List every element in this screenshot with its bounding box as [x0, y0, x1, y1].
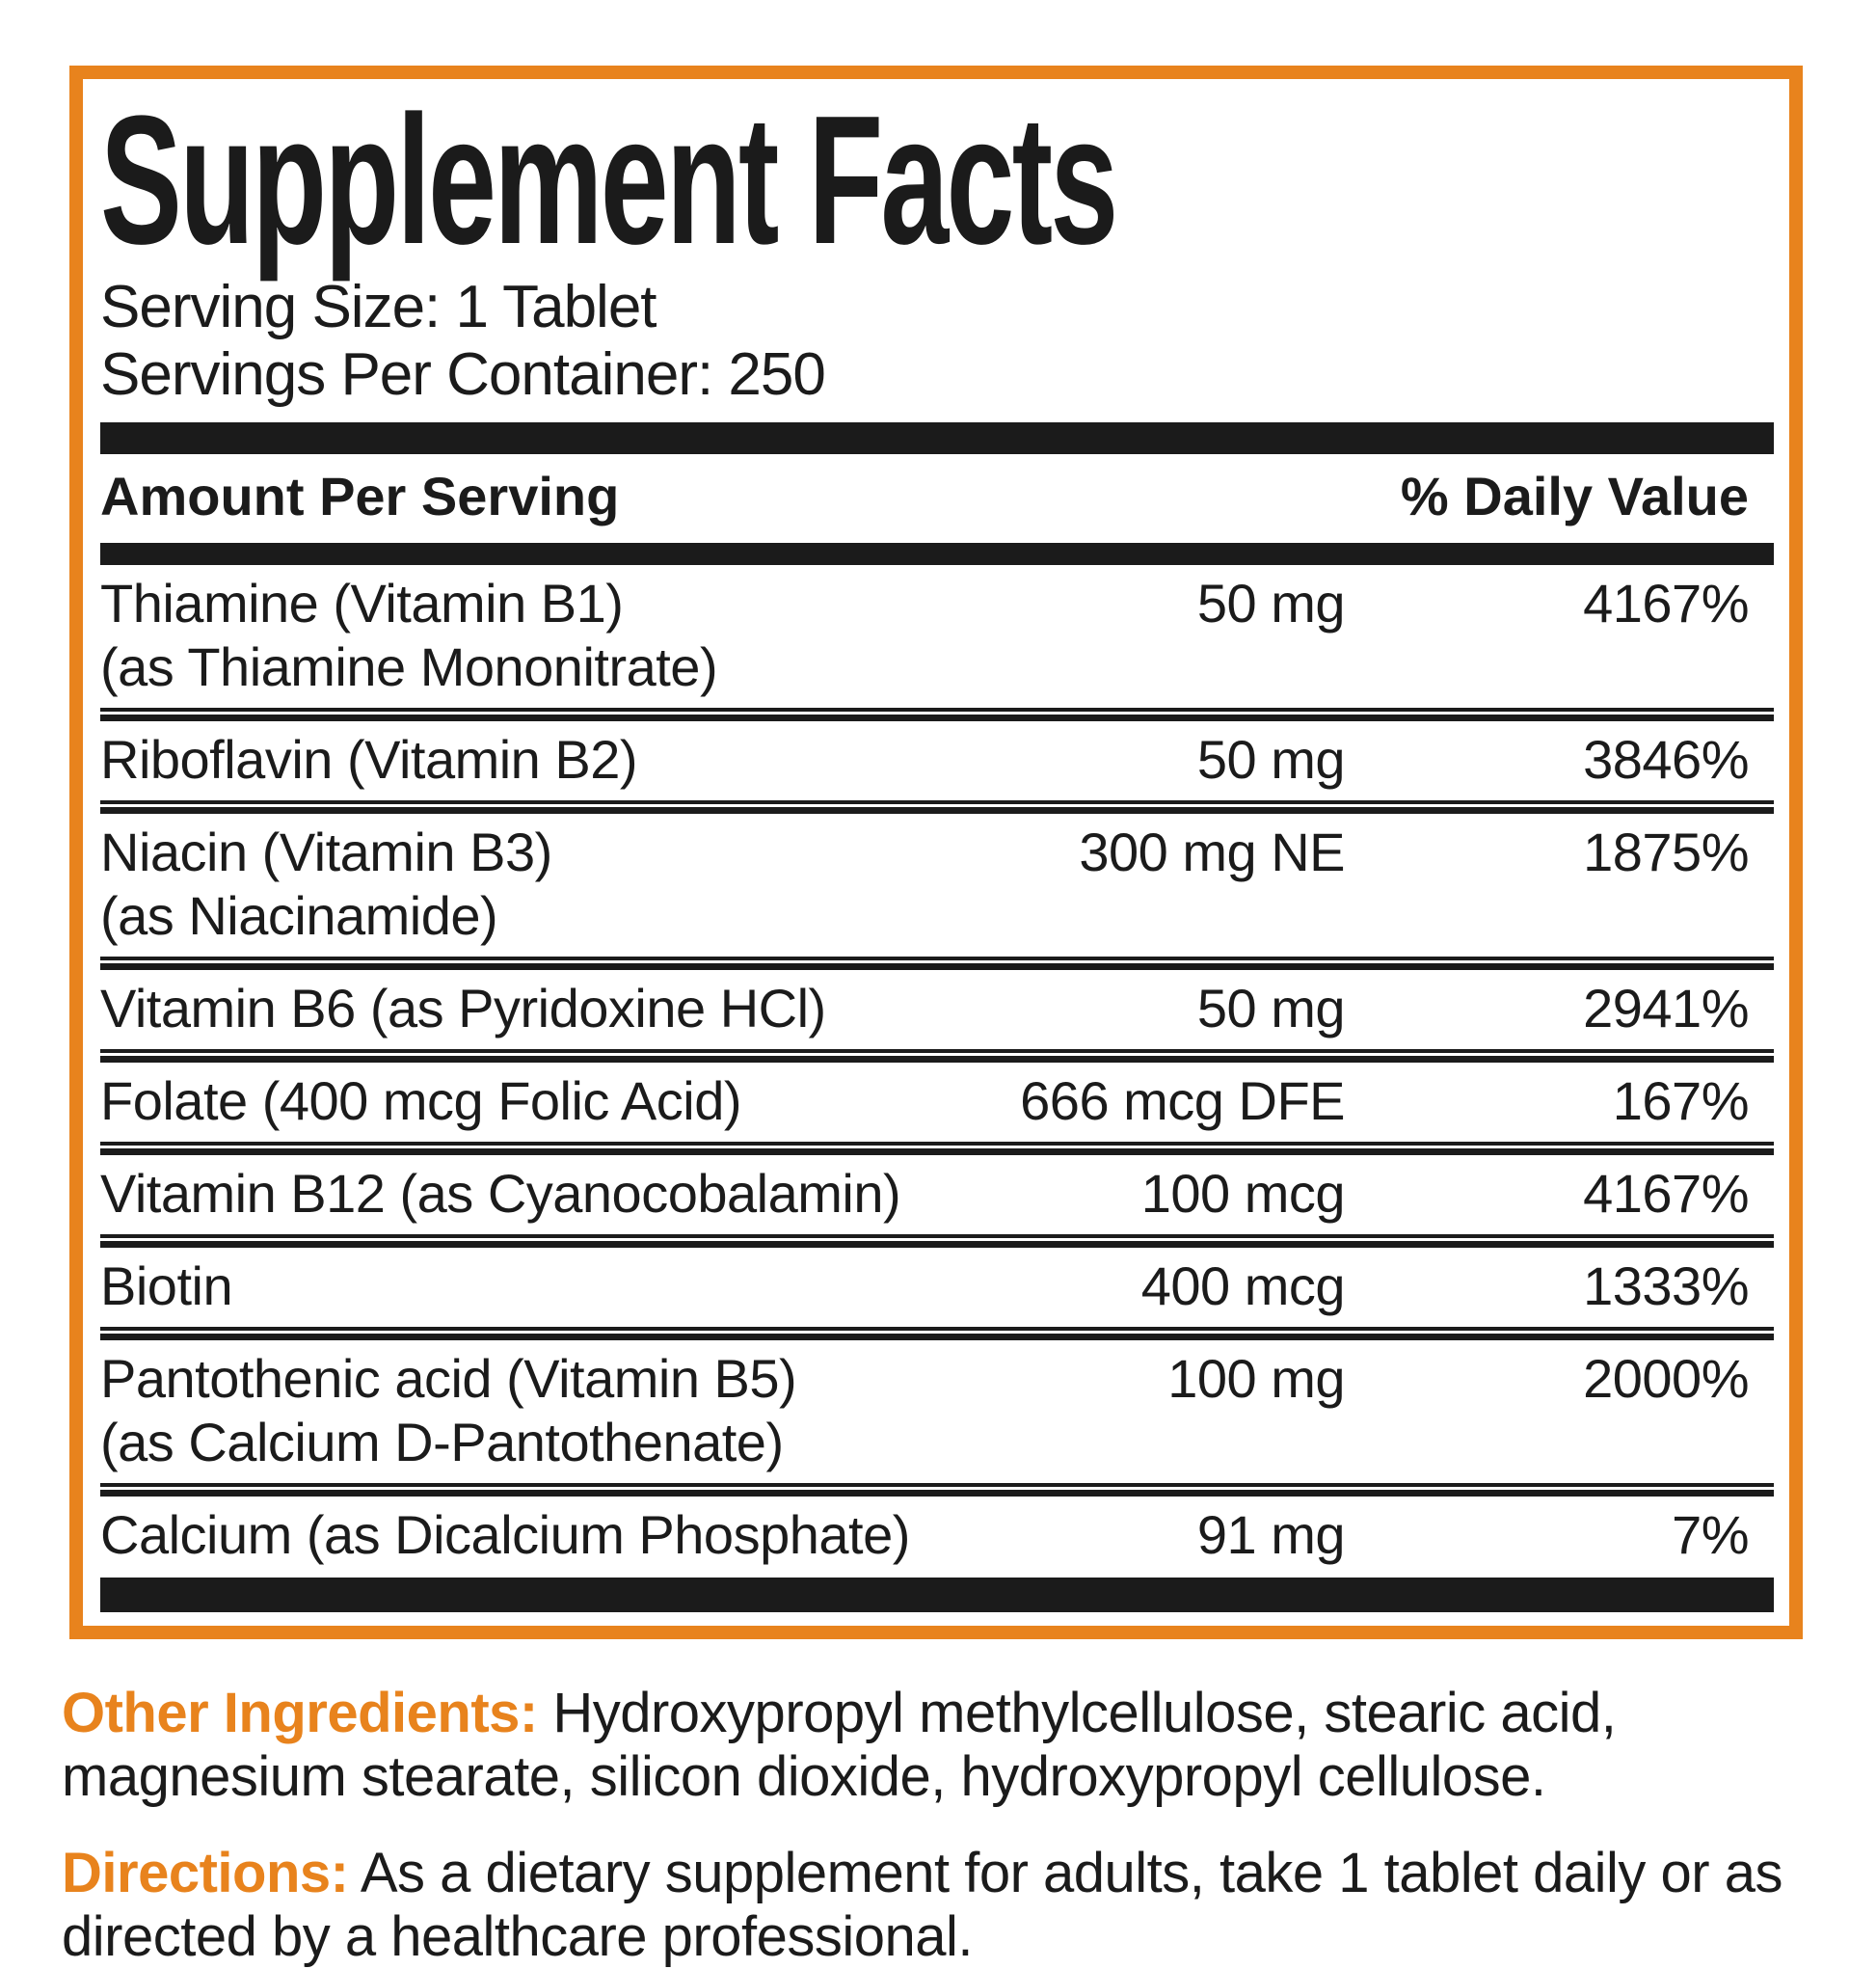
table-row: Niacin (Vitamin B3) (as Niacinamide) 300…	[100, 814, 1774, 957]
nutrient-amount: 300 mg NE	[1079, 822, 1345, 882]
servings-per-container: Servings Per Container: 250	[100, 341, 826, 408]
nutrient-subname: (as Calcium D-Pantothenate)	[100, 1412, 784, 1472]
table-row: Thiamine (Vitamin B1) (as Thiamine Monon…	[100, 565, 1774, 708]
nutrient-dv: 3846%	[1583, 729, 1749, 790]
row-separator	[100, 708, 1774, 721]
row-separator	[100, 957, 1774, 970]
table-row: Pantothenic acid (Vitamin B5) (as Calciu…	[100, 1340, 1774, 1483]
nutrient-dv: 4167%	[1583, 573, 1749, 634]
divider-bar-header	[100, 543, 1774, 565]
other-ingredients-paragraph: Other Ingredients: Hydroxypropyl methylc…	[62, 1682, 1797, 1809]
table-row: Vitamin B6 (as Pyridoxine HCl) 50 mg 294…	[100, 970, 1774, 1049]
row-separator	[100, 1049, 1774, 1063]
nutrient-amount: 100 mg	[1167, 1348, 1345, 1409]
table-row: Folate (400 mcg Folic Acid) 666 mcg DFE …	[100, 1063, 1774, 1142]
nutrient-name: Vitamin B6 (as Pyridoxine HCl)	[100, 978, 826, 1038]
row-separator	[100, 1483, 1774, 1497]
other-ingredients-label: Other Ingredients:	[62, 1682, 538, 1744]
nutrient-name: Folate (400 mcg Folic Acid)	[100, 1070, 741, 1131]
nutrient-amount: 666 mcg DFE	[1020, 1070, 1345, 1131]
nutrient-amount: 50 mg	[1196, 573, 1346, 634]
directions-label: Directions:	[62, 1842, 349, 1904]
table-row: Calcium (as Dicalcium Phosphate) 91 mg 7…	[100, 1497, 1774, 1576]
row-separator	[100, 1142, 1774, 1155]
nutrient-name: Thiamine (Vitamin B1)	[100, 573, 624, 634]
directions-paragraph: Directions: As a dietary supplement for …	[62, 1842, 1797, 1969]
serving-size: Serving Size: 1 Tablet	[100, 274, 657, 340]
table-row: Biotin 400 mcg 1333%	[100, 1248, 1774, 1327]
nutrient-rows: Thiamine (Vitamin B1) (as Thiamine Monon…	[100, 565, 1774, 1576]
divider-bar-top	[100, 422, 1774, 454]
nutrient-dv: 7%	[1672, 1504, 1749, 1565]
other-ingredients-text: Hydroxypropyl methylcellulose, stearic a…	[62, 1682, 1617, 1808]
nutrient-dv: 1333%	[1583, 1255, 1749, 1316]
row-separator	[100, 1234, 1774, 1248]
supplement-facts-panel: Supplement Facts Serving Size: 1 Tablet …	[69, 66, 1803, 1639]
table-header-row: Amount Per Serving % Daily Value	[100, 454, 1774, 543]
panel-title: Supplement Facts	[100, 78, 1118, 283]
nutrient-amount: 50 mg	[1196, 978, 1346, 1038]
table-row: Vitamin B12 (as Cyanocobalamin) 100 mcg …	[100, 1155, 1774, 1234]
nutrient-name: Niacin (Vitamin B3)	[100, 822, 552, 882]
divider-bar-bottom	[100, 1578, 1774, 1612]
nutrient-name: Vitamin B12 (as Cyanocobalamin)	[100, 1163, 901, 1224]
row-separator	[100, 1327, 1774, 1340]
amount-per-serving-header: Amount Per Serving	[100, 466, 620, 526]
nutrient-amount: 100 mcg	[1140, 1163, 1346, 1224]
table-row: Riboflavin (Vitamin B2) 50 mg 3846%	[100, 721, 1774, 800]
nutrient-dv: 2000%	[1583, 1348, 1749, 1409]
nutrient-amount: 400 mcg	[1140, 1255, 1346, 1316]
label-footer: Other Ingredients: Hydroxypropyl methylc…	[62, 1682, 1797, 1969]
nutrient-amount: 50 mg	[1196, 729, 1346, 790]
nutrient-name: Biotin	[100, 1255, 233, 1316]
nutrient-amount: 91 mg	[1196, 1504, 1346, 1565]
nutrient-subname: (as Niacinamide)	[100, 885, 498, 946]
nutrient-dv: 167%	[1612, 1070, 1750, 1131]
nutrient-name: Pantothenic acid (Vitamin B5)	[100, 1348, 797, 1409]
nutrient-subname: (as Thiamine Mononitrate)	[100, 636, 718, 697]
daily-value-header: % Daily Value	[1400, 466, 1749, 526]
nutrient-dv: 1875%	[1583, 822, 1749, 882]
nutrient-dv: 2941%	[1583, 978, 1749, 1038]
nutrient-name: Riboflavin (Vitamin B2)	[100, 729, 638, 790]
nutrient-dv: 4167%	[1583, 1163, 1749, 1224]
nutrient-name: Calcium (as Dicalcium Phosphate)	[100, 1504, 910, 1565]
row-separator	[100, 800, 1774, 814]
